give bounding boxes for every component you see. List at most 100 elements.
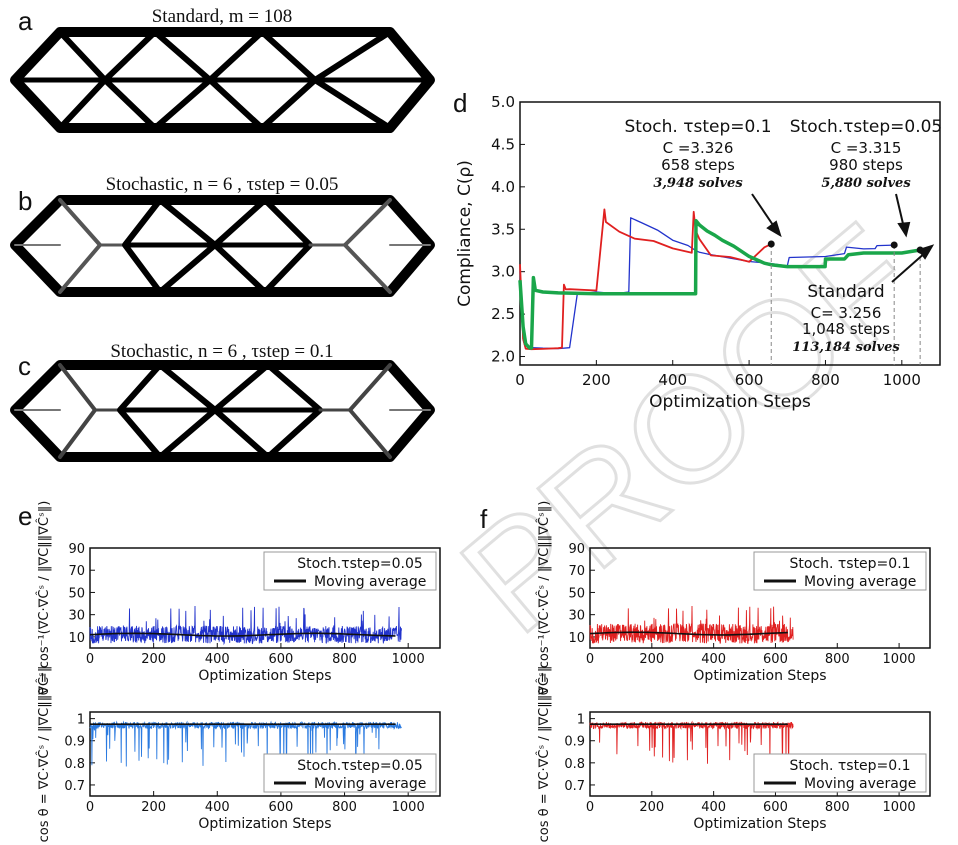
legend-label-avg: Moving average xyxy=(314,776,426,792)
plot-frame xyxy=(519,101,941,366)
arrow-tau005 xyxy=(895,193,905,229)
ann-tau01-solves: 3,948 solves xyxy=(653,176,743,191)
ann-tau01-c: C =3.326 xyxy=(663,139,734,157)
y-axis-label: cos θ = ∇C·∇Ĉˢ / ‖∇C‖‖∇Ĉˢ‖ xyxy=(536,666,552,843)
y-tick-label: 5.0 xyxy=(491,93,515,111)
annotation-tau005: Stoch.τstep=0.05 C =3.315 980 steps 5,88… xyxy=(790,117,943,191)
x-tick-label: 800 xyxy=(825,652,850,667)
legend-label-avg: Moving average xyxy=(804,776,916,792)
y-tick-label: 10 xyxy=(68,631,85,646)
annotation-arrows xyxy=(751,193,935,283)
x-tick-label: 400 xyxy=(701,800,726,815)
marker-point xyxy=(767,240,775,248)
y-tick-label: 90 xyxy=(68,542,85,557)
x-tick-label: 1000 xyxy=(392,652,425,667)
y-tick-label: 10 xyxy=(568,631,585,646)
y-tick-label: 2.0 xyxy=(491,348,515,366)
y-axis-label: θ = cos⁻¹(∇C·∇Ĉˢ / ‖∇C‖‖∇Ĉˢ‖) xyxy=(36,501,52,696)
x-axis-label: Optimization Steps xyxy=(693,816,826,832)
x-tick-label: 800 xyxy=(811,371,840,389)
chart-f-top: 0 200 400 600 800 1000 10 30 50 70 90 Optimization … xyxy=(536,501,931,696)
x-tick-label: 600 xyxy=(735,371,764,389)
x-tick-label: 600 xyxy=(268,800,293,815)
x-tick-label: 200 xyxy=(639,652,664,667)
panel-label-b: b xyxy=(18,186,32,216)
x-tick-label: 0 xyxy=(586,800,594,815)
arrowhead-standard xyxy=(917,244,935,260)
ann-tau01-head: Stoch. τstep=0.1 xyxy=(624,117,771,137)
y-tick-label: 50 xyxy=(568,586,585,601)
y-tick-label: 4.0 xyxy=(491,178,515,196)
title-c: Stochastic, n = 6 , τstep = 0.1 xyxy=(110,341,333,362)
ann-std-steps: 1,048 steps xyxy=(802,320,890,338)
y-tick-label: 50 xyxy=(68,586,85,601)
moving-average-line xyxy=(589,631,788,636)
x-tick-label: 400 xyxy=(205,652,230,667)
x-tick-label: 400 xyxy=(658,371,687,389)
series-line-tau01 xyxy=(519,208,772,351)
x-tick-label: 0 xyxy=(515,371,525,389)
x-tick-label: 800 xyxy=(332,800,357,815)
x-tick-label: 600 xyxy=(763,652,788,667)
legend-label-series: Stoch.τstep=0.05 xyxy=(297,758,423,774)
marker-point xyxy=(890,241,898,249)
plot-frame xyxy=(589,711,931,797)
chart-e-top: 0 200 400 600 800 1000 10 30 50 70 90 Optimization … xyxy=(36,501,441,696)
truss-stochastic-005 xyxy=(10,195,435,297)
legend-label-avg: Moving average xyxy=(804,574,916,590)
annotation-tau01: Stoch. τstep=0.1 C =3.326 658 steps 3,94… xyxy=(624,117,771,191)
title-a: Standard, m = 108 xyxy=(152,6,293,27)
moving-average-line xyxy=(89,632,396,637)
y-tick-label: 70 xyxy=(568,564,585,579)
ann-std-c: C= 3.256 xyxy=(811,304,882,322)
series-noisy-line xyxy=(89,720,402,767)
x-tick-label: 400 xyxy=(205,800,230,815)
x-tick-label: 600 xyxy=(763,800,788,815)
ann-tau005-steps: 980 steps xyxy=(829,156,903,174)
y-tick-label: 1 xyxy=(577,713,585,728)
y-tick-label: 0.8 xyxy=(564,757,585,772)
legend-box xyxy=(263,753,437,793)
x-tick-label: 0 xyxy=(86,800,94,815)
series-noisy-line xyxy=(89,605,402,646)
y-tick-label: 90 xyxy=(568,542,585,557)
ann-std-head: Standard xyxy=(807,282,884,302)
series-noisy-line xyxy=(589,720,794,764)
legend-label-series: Stoch. τstep=0.1 xyxy=(789,556,910,572)
y-tick-label: 30 xyxy=(568,609,585,624)
y-tick-label: 0.9 xyxy=(64,735,85,750)
x-tick-label: 200 xyxy=(141,800,166,815)
panel-label-f: f xyxy=(480,504,488,534)
plot-frame xyxy=(89,711,441,797)
x-tick-label: 600 xyxy=(268,652,293,667)
x-tick-label: 400 xyxy=(701,652,726,667)
chart-e-bottom: 0 200 400 600 800 1000 0.7 0.8 0.9 1 Optimization … xyxy=(36,666,441,842)
legend-box xyxy=(753,753,927,793)
x-axis-label: Optimization Steps xyxy=(198,816,331,832)
x-tick-label: 200 xyxy=(582,371,611,389)
x-tick-label: 200 xyxy=(141,652,166,667)
legend-label-avg: Moving average xyxy=(314,574,426,590)
legend-label-series: Stoch.τstep=0.05 xyxy=(297,556,423,572)
y-tick-label: 2.5 xyxy=(491,305,515,323)
legend-label-series: Stoch. τstep=0.1 xyxy=(789,758,910,774)
title-b: Stochastic, n = 6 , τstep = 0.05 xyxy=(106,174,339,195)
x-tick-label: 1000 xyxy=(883,371,921,389)
series-noisy-line xyxy=(589,605,794,645)
y-axis-label: θ = cos⁻¹(∇C·∇Ĉˢ / ‖∇C‖‖∇Ĉˢ‖) xyxy=(536,501,552,696)
arrowhead-tau01 xyxy=(766,220,782,238)
y-tick-label: 0.7 xyxy=(564,779,585,794)
legend-box xyxy=(753,551,927,591)
x-tick-label: 800 xyxy=(332,652,357,667)
ann-tau005-head: Stoch.τstep=0.05 xyxy=(790,117,943,137)
x-tick-label: 0 xyxy=(86,652,94,667)
x-tick-label: 200 xyxy=(639,800,664,815)
y-tick-label: 0.7 xyxy=(64,779,85,794)
ann-tau01-steps: 658 steps xyxy=(661,156,735,174)
panel-label-a: a xyxy=(18,6,33,36)
y-tick-label: 3.5 xyxy=(491,220,515,238)
x-tick-label: 1000 xyxy=(883,652,916,667)
ann-std-solves: 113,184 solves xyxy=(792,340,900,355)
